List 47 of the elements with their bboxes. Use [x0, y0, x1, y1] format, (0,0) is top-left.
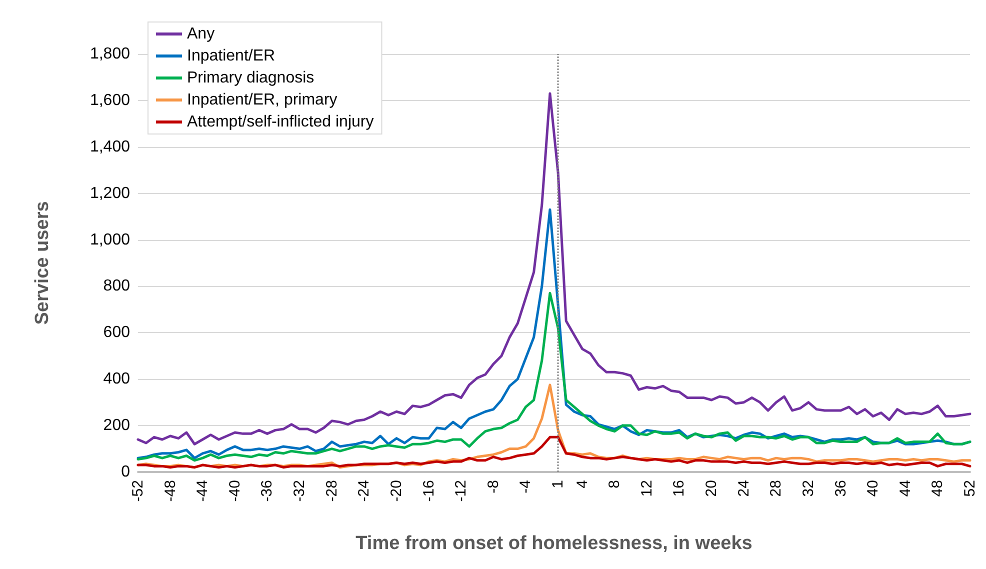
y-tick-label: 600 [103, 324, 130, 342]
x-tick-label: -16 [420, 480, 438, 502]
y-tick-label: 1,000 [90, 231, 130, 248]
y-tick-label: 400 [103, 370, 130, 388]
x-tick-label: 44 [896, 480, 914, 497]
line-series [136, 436, 972, 469]
x-tick-label: -44 [194, 480, 212, 502]
x-tick-label: -32 [291, 480, 308, 502]
x-tick-label: -8 [484, 480, 502, 494]
x-tick-label: -4 [517, 480, 534, 494]
x-tick-label: 24 [735, 480, 752, 497]
y-tick-label: 800 [103, 278, 130, 295]
x-tick-label: 32 [800, 480, 817, 497]
legend-label: Inpatient/ER, primary [187, 92, 338, 108]
line-series [136, 92, 972, 446]
y-tick-label: 1,400 [90, 138, 130, 156]
x-tick-label: -28 [323, 480, 340, 502]
y-tick-label: 200 [103, 417, 130, 434]
y-tick-label: 1,800 [90, 46, 130, 62]
y-tick-label: 1,200 [90, 184, 130, 202]
x-tick-label: 48 [929, 480, 946, 497]
x-tick-label: -12 [452, 480, 470, 502]
x-tick-label: 36 [832, 480, 850, 497]
legend-label: Primary diagnosis [187, 70, 314, 86]
x-tick-label: 16 [670, 480, 688, 497]
y-tick-label: 1,600 [90, 92, 130, 109]
x-tick-label: 20 [703, 480, 720, 497]
x-tick-label: 12 [638, 480, 656, 497]
x-tick-label: -48 [162, 480, 179, 502]
x-axis-title: Time from onset of homelessness, in weeks [356, 533, 752, 554]
x-tick-label: -40 [226, 480, 244, 502]
x-tick-label: -36 [258, 480, 276, 502]
x-tick-label: -52 [130, 480, 146, 502]
x-tick-label: 52 [962, 480, 978, 497]
y-tick-label: 0 [121, 464, 130, 480]
legend-label: Any [187, 26, 215, 42]
legend-label: Inpatient/ER [187, 48, 276, 64]
x-tick-label: 4 [574, 480, 591, 488]
x-tick-label: -24 [356, 480, 373, 502]
y-axis-title: Service users [32, 201, 53, 325]
x-tick-label: 1 [550, 480, 567, 488]
x-tick-label: -20 [388, 480, 405, 502]
x-tick-label: 28 [768, 480, 785, 497]
legend-label: Attempt/self-inflicted injury [187, 114, 374, 130]
x-tick-label: 40 [864, 480, 882, 497]
line-series [136, 292, 972, 462]
x-tick-label: 8 [606, 480, 624, 488]
